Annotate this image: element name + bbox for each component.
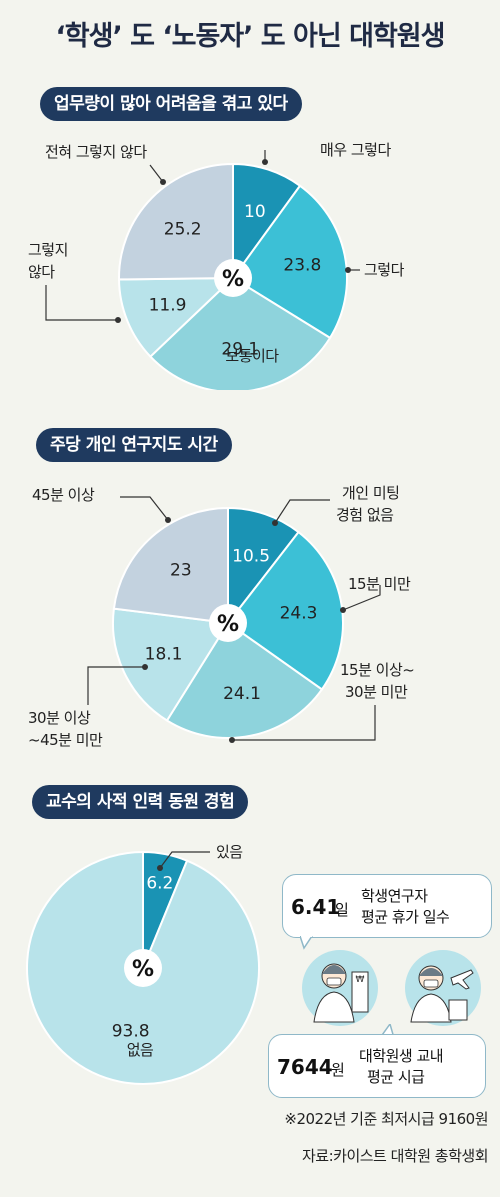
chart2-value-label-4: 23 (170, 561, 192, 581)
chart1-slice-3 (117, 276, 236, 358)
vacation-value: 6.41 (291, 895, 341, 919)
chart1-label-no-2: 않다 (28, 263, 55, 281)
chart2-value-label-1: 24.3 (280, 604, 318, 624)
chart2-label-none-1: 개인 미팅 (342, 484, 400, 502)
chart1-slice-1 (231, 184, 348, 340)
chart2-value-label-2: 24.1 (223, 684, 261, 704)
vacation-unit: 일 (335, 901, 349, 919)
researcher-icon: ₩ (302, 950, 378, 1026)
chart2-label-15to30-1: 15분 이상~ (340, 661, 415, 679)
chart1-center-label: % (222, 267, 244, 292)
chart2-slice-3 (112, 607, 230, 722)
chart2-label-30to45-2: ~45분 미만 (28, 731, 103, 749)
chart3-value-label-0: 6.2 (146, 874, 173, 894)
page-title: ‘학생’ 도 ‘노동자’ 도 아닌 대학원생 (55, 21, 446, 52)
chart3-label-no: 없음 (126, 1041, 154, 1059)
chart1-value-label-2: 29.1 (221, 339, 259, 359)
chart3-value-label-1: 93.8 (112, 1022, 150, 1042)
chart1-slice-0 (232, 162, 302, 282)
chart2-title: 주당 개인 연구지도 시간 (36, 428, 232, 462)
chart2-label-15to30-2: 30분 미만 (345, 683, 408, 701)
chart1-label-yes: 그렇다 (364, 261, 404, 279)
chart2-slice-0 (227, 506, 300, 626)
chart3-center (124, 949, 162, 987)
chart1-label-no-1: 그렇지 (28, 241, 68, 259)
chart2-slice-2 (165, 621, 324, 739)
chart3-title: 교수의 사적 인력 동원 경험 (32, 785, 249, 819)
wage-text-2: 평균 시급 (367, 1068, 425, 1086)
vacation-bubble: 6.41 일 학생연구자 평균 휴가 일수 (282, 874, 492, 938)
chart2-label-lt15: 15분 미만 (348, 575, 411, 593)
chart2-value-label-0: 10.5 (232, 547, 270, 567)
chart2-slice-1 (226, 530, 344, 691)
svg-text:₩: ₩ (356, 975, 365, 985)
chart1-pie: 10 23.8 29.1 11.9 25.2% (117, 162, 348, 390)
chart3-center-label: % (132, 957, 154, 982)
footnote: ※2022년 기준 최저시급 9160원 (284, 1110, 488, 1128)
vacation-text-1: 학생연구자 (361, 887, 428, 905)
chart2-pie: 10.5 24.3 24.1 18.1 23% (112, 506, 344, 739)
chart2-label-30to45-1: 30분 이상 (28, 709, 91, 727)
source: 자료:카이스트 대학원 총학생회 (302, 1147, 489, 1165)
chart2-slice-4 (112, 506, 229, 625)
chart1-slice-2 (148, 276, 332, 390)
wage-unit: 원 (331, 1061, 345, 1079)
chart1-value-label-3: 11.9 (149, 296, 187, 316)
chart1-svg: 10 23.8 29.1 11.9 25.2% (45, 150, 360, 390)
chart3-svg: 6.2 93.8% (26, 850, 260, 1085)
chart1-center (214, 259, 252, 297)
chart2-svg: 10.5 24.3 24.1 18.1 23% (87, 496, 381, 743)
chart2-value-label-3: 18.1 (145, 645, 183, 665)
chart1-label-never: 전혀 그렇지 않다 (45, 143, 147, 161)
chart1-label-neutral: 보통이다 (225, 347, 279, 365)
chart1-title: 업무량이 많아 어려움을 겪고 있다 (40, 87, 302, 121)
wage-text-1: 대학원생 교내 (359, 1047, 444, 1065)
chart1-value-label-0: 10 (244, 202, 266, 222)
wage-bubble: 7644 원 대학원생 교내 평균 시급 (268, 1034, 486, 1098)
chart1-value-label-1: 23.8 (283, 255, 321, 275)
chart1-label-very-yes: 매우 그렇다 (320, 141, 391, 159)
wage-value: 7644 (277, 1055, 333, 1079)
chart2-label-none-2: 경험 없음 (336, 506, 394, 524)
chart2-label-ge45: 45분 이상 (32, 486, 95, 504)
chart1-slice-4 (118, 162, 234, 281)
chart3-label-yes: 있음 (216, 843, 243, 861)
chart1-value-label-4: 25.2 (164, 219, 202, 239)
chart3-pie: 6.2 93.8% (26, 850, 260, 1085)
chart2-center (209, 604, 247, 642)
vacation-text-2: 평균 휴가 일수 (361, 908, 450, 926)
chart2-center-label: % (217, 612, 239, 637)
traveler-icon (405, 950, 481, 1026)
